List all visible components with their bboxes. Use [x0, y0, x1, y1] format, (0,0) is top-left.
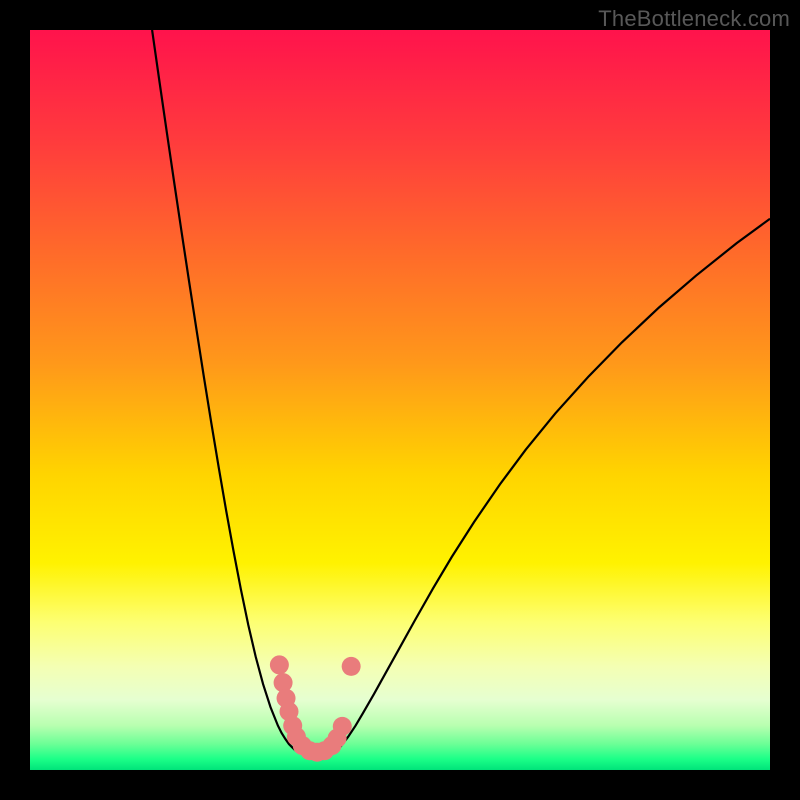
chart-frame: TheBottleneck.com: [0, 0, 800, 800]
marker-point: [333, 717, 352, 736]
marker-point: [342, 657, 361, 676]
watermark-text: TheBottleneck.com: [598, 6, 790, 32]
marker-point: [270, 655, 289, 674]
chart-svg: [0, 0, 800, 800]
plot-background: [30, 30, 770, 770]
